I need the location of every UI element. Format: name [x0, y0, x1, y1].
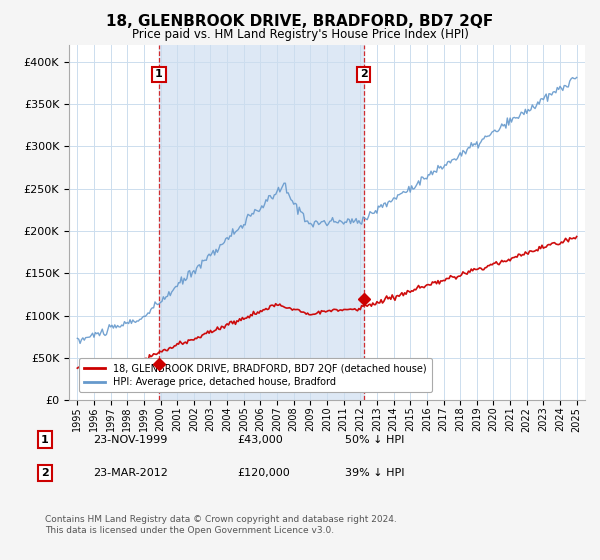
Text: 1: 1: [41, 435, 49, 445]
Legend: 18, GLENBROOK DRIVE, BRADFORD, BD7 2QF (detached house), HPI: Average price, det: 18, GLENBROOK DRIVE, BRADFORD, BD7 2QF (…: [79, 358, 431, 392]
Text: 2: 2: [360, 69, 367, 80]
Text: £120,000: £120,000: [237, 468, 290, 478]
Text: £43,000: £43,000: [237, 435, 283, 445]
Text: 23-MAR-2012: 23-MAR-2012: [93, 468, 168, 478]
Text: Price paid vs. HM Land Registry's House Price Index (HPI): Price paid vs. HM Land Registry's House …: [131, 28, 469, 41]
Bar: [159, 45, 364, 400]
Text: 18, GLENBROOK DRIVE, BRADFORD, BD7 2QF: 18, GLENBROOK DRIVE, BRADFORD, BD7 2QF: [106, 14, 494, 29]
Text: 23-NOV-1999: 23-NOV-1999: [93, 435, 167, 445]
Text: 1: 1: [155, 69, 163, 80]
Text: 50% ↓ HPI: 50% ↓ HPI: [345, 435, 404, 445]
Text: Contains HM Land Registry data © Crown copyright and database right 2024.
This d: Contains HM Land Registry data © Crown c…: [45, 515, 397, 535]
Text: 39% ↓ HPI: 39% ↓ HPI: [345, 468, 404, 478]
Text: 2: 2: [41, 468, 49, 478]
